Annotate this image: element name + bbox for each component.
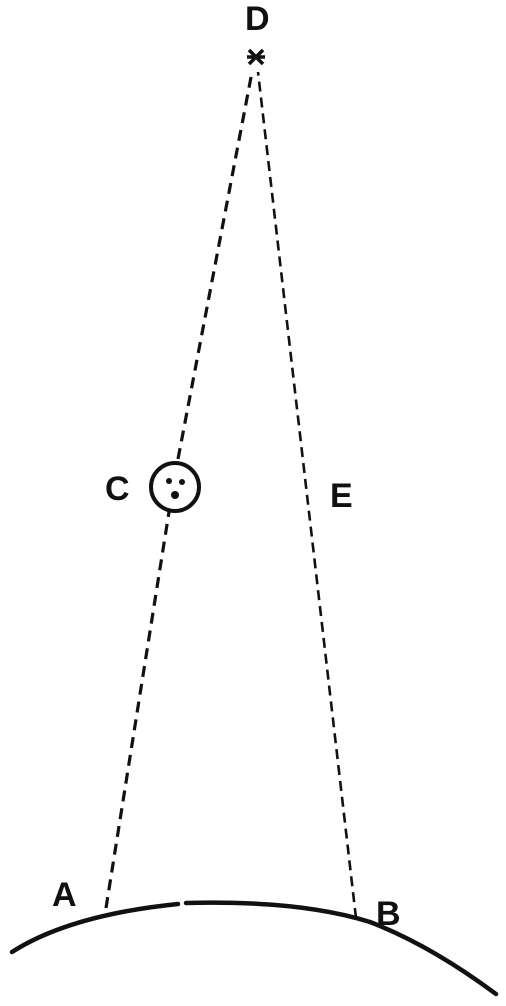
label-e: E (330, 477, 353, 515)
earth-surface (9, 900, 499, 997)
label-d: D (245, 0, 270, 38)
sightline-moon-to-d (176, 71, 254, 460)
sightline-b-to-d (256, 71, 358, 919)
moon-face-icon (149, 461, 201, 513)
label-b: B (376, 895, 401, 933)
label-c: C (105, 470, 130, 508)
star-icon (247, 48, 265, 66)
sightline-a-to-moon (104, 511, 171, 909)
label-a: A (52, 876, 77, 914)
